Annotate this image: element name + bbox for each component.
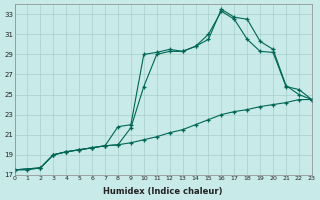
X-axis label: Humidex (Indice chaleur): Humidex (Indice chaleur) [103, 187, 223, 196]
